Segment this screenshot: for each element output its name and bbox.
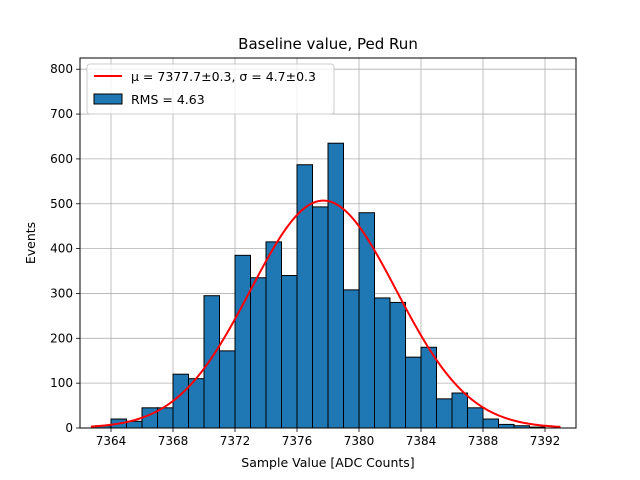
- y-tick-label: 500: [50, 197, 73, 211]
- x-tick-label: 7376: [282, 434, 313, 448]
- y-tick-label: 300: [50, 286, 73, 300]
- histogram-bar: [498, 423, 515, 429]
- x-tick-label: 7372: [220, 434, 251, 448]
- x-tick-label: 7380: [344, 434, 375, 448]
- histogram-bar: [234, 254, 251, 429]
- y-tick-label: 0: [65, 421, 73, 435]
- histogram-bar: [265, 241, 282, 429]
- histogram-bar: [389, 301, 406, 429]
- histogram-bar: [436, 398, 453, 429]
- x-tick-label: 7364: [96, 434, 127, 448]
- plot-frame: [79, 57, 577, 429]
- histogram-bar: [312, 206, 329, 429]
- legend-fit-label: μ = 7377.7±0.3, σ = 4.7±0.3: [131, 69, 316, 84]
- histogram-bar: [219, 350, 236, 429]
- y-tick-label: 200: [50, 331, 73, 345]
- y-tick-label: 600: [50, 152, 73, 166]
- legend-hist-label: RMS = 4.63: [131, 92, 205, 107]
- histogram-bar: [157, 407, 174, 429]
- histogram-bar: [405, 356, 422, 429]
- histogram-bar: [281, 275, 298, 429]
- histogram-bar: [482, 418, 499, 429]
- histogram-bar: [188, 378, 205, 429]
- x-tick-label: 7384: [406, 434, 437, 448]
- x-tick-label: 7368: [158, 434, 189, 448]
- x-axis-label: Sample Value [ADC Counts]: [241, 455, 414, 470]
- axis-ticks: 7364 7368 7372 7376 7380 7384 7388 7392 0 100 200 3…: [50, 62, 560, 448]
- y-axis-label: Events: [23, 222, 38, 264]
- histogram-bar: [467, 407, 484, 429]
- histogram-bar: [203, 295, 220, 429]
- gaussian-fit-curve: [90, 199, 561, 428]
- histogram-bar: [343, 289, 360, 429]
- x-tick-label: 7392: [530, 434, 561, 448]
- legend-box: [86, 63, 335, 115]
- histogram-bar: [172, 373, 189, 429]
- x-tick-label: 7388: [468, 434, 499, 448]
- histogram-bars: [95, 142, 546, 429]
- histogram-bar: [327, 142, 344, 429]
- histogram-bar: [374, 297, 391, 429]
- legend-hist-swatch: [93, 93, 123, 105]
- legend: μ = 7377.7±0.3, σ = 4.7±0.3 RMS = 4.63: [86, 63, 335, 115]
- histogram-bar: [451, 392, 468, 429]
- histogram-bar: [420, 346, 437, 429]
- y-tick-label: 700: [50, 107, 73, 121]
- y-tick-label: 100: [50, 376, 73, 390]
- chart-title: Baseline value, Ped Run: [238, 35, 418, 53]
- y-tick-label: 800: [50, 62, 73, 76]
- histogram-bar: [250, 277, 267, 429]
- y-tick-label: 400: [50, 242, 73, 256]
